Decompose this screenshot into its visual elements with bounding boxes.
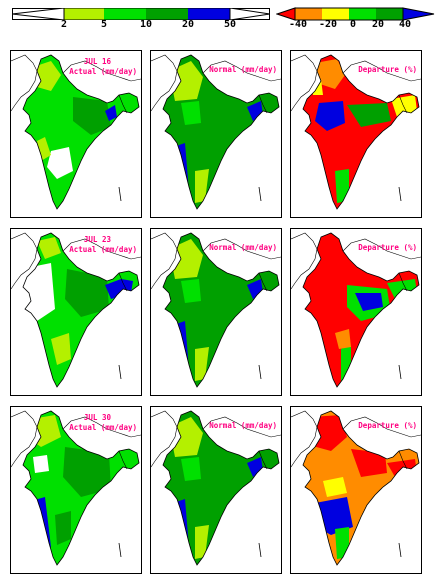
departure-tick-40: 40 [398, 19, 412, 30]
panel-departure-label: Departure (%) [358, 65, 417, 74]
map-panel-normal-row-3: Normal (mm/day) [150, 406, 282, 574]
india-map [11, 232, 141, 388]
india-map [291, 54, 421, 210]
india-map [11, 54, 141, 210]
panel-actual-label: Actual (mm/day) [69, 423, 137, 432]
india-map [291, 232, 421, 388]
rainfall-colorbar-graphic [12, 8, 270, 20]
map-panel-normal-row-1: Normal (mm/day) [150, 50, 282, 218]
map-panel-departure-row-1: Departure (%) [290, 50, 422, 218]
panel-date-label: JUL 23 [83, 235, 111, 244]
legend-tick-10: 10 [139, 19, 153, 30]
panel-normal-label: Normal (mm/day) [209, 65, 277, 74]
rainfall-legend: 2 5 10 20 50 [12, 0, 272, 40]
map-panel-actual-row-2: JUL 23 Actual (mm/day) [10, 228, 142, 396]
panel-actual-label: Actual (mm/day) [69, 245, 137, 254]
departure-tick-0: 0 [349, 19, 357, 30]
india-map [151, 54, 281, 210]
map-panel-departure-row-3: Departure (%) [290, 406, 422, 574]
india-map [151, 410, 281, 566]
india-map [291, 410, 421, 566]
map-panel-departure-row-2: Departure (%) [290, 228, 422, 396]
departure-tick-minus40: -40 [288, 19, 308, 30]
departure-tick-minus20: -20 [318, 19, 338, 30]
rainfall-colorbar [12, 8, 270, 20]
panel-departure-label: Departure (%) [358, 243, 417, 252]
departure-tick-20: 20 [371, 19, 385, 30]
map-panel-actual-row-3: JUL 30 Actual (mm/day) [10, 406, 142, 574]
legend-tick-2: 2 [60, 19, 68, 30]
map-panel-normal-row-2: Normal (mm/day) [150, 228, 282, 396]
departure-legend: -40 -20 0 20 40 [276, 0, 436, 40]
legend-tick-20: 20 [181, 19, 195, 30]
departure-colorbar-graphic [276, 7, 435, 21]
legend-tick-5: 5 [100, 19, 108, 30]
panel-normal-label: Normal (mm/day) [209, 243, 277, 252]
map-panel-actual-row-1: JUL 16 Actual (mm/day) [10, 50, 142, 218]
panel-departure-label: Departure (%) [358, 421, 417, 430]
panel-date-label: JUL 30 [83, 413, 111, 422]
panel-actual-label: Actual (mm/day) [69, 67, 137, 76]
panel-normal-label: Normal (mm/day) [209, 421, 277, 430]
india-map [11, 410, 141, 566]
legend-tick-50: 50 [223, 19, 237, 30]
panel-date-label: JUL 16 [83, 57, 111, 66]
india-map [151, 232, 281, 388]
